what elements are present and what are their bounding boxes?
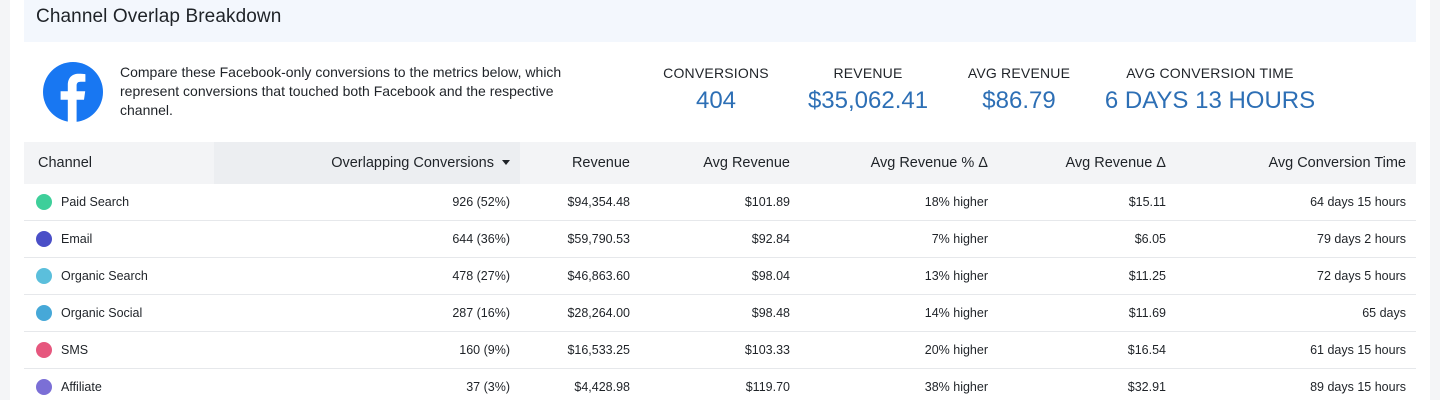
channel-color-dot: [36, 305, 52, 321]
channel-color-dot: [36, 342, 52, 358]
cell-overlapping-conversions: 478 (27%): [214, 257, 520, 295]
cell-channel: Organic Social: [24, 294, 214, 332]
table-row[interactable]: Affiliate 37 (3%) $4,428.98 $119.70 38% high…: [24, 368, 1416, 400]
kpi-avg-revenue: AVG REVENUE $86.79: [960, 65, 1078, 115]
cell-avg-conversion-time: 79 days 2 hours: [1176, 220, 1416, 258]
cell-avg-revenue: $92.84: [640, 220, 800, 258]
table-row[interactable]: Organic Social 287 (16%) $28,264.00 $98.48 1…: [24, 294, 1416, 332]
cell-avg-conversion-time: 89 days 15 hours: [1176, 368, 1416, 400]
table-row[interactable]: Paid Search 926 (52%) $94,354.48 $101.89 18%…: [24, 184, 1416, 221]
cell-revenue: $28,264.00: [520, 294, 640, 332]
table-row[interactable]: SMS 160 (9%) $16,533.25 $103.33 20% higher $1…: [24, 331, 1416, 369]
table-header-row: Channel Overlapping Conversions Revenue …: [24, 142, 1416, 184]
cell-channel: SMS: [24, 331, 214, 369]
caret-down-icon: [502, 159, 510, 165]
cell-avg-conversion-time: 64 days 15 hours: [1176, 184, 1416, 221]
column-header-overlapping-conversions[interactable]: Overlapping Conversions: [214, 142, 520, 184]
kpi-avg-conversion-time: AVG CONVERSION TIME 6 DAYS 13 HOURS: [1098, 65, 1322, 115]
kpi-value: $86.79: [982, 87, 1056, 114]
kpi-conversions: CONVERSIONS 404: [658, 65, 774, 115]
cell-avg-revenue-delta: $11.25: [998, 257, 1176, 295]
column-header-label: Overlapping Conversions: [331, 155, 494, 171]
cell-channel: Organic Search: [24, 257, 214, 295]
cell-avg-revenue: $103.33: [640, 331, 800, 369]
cell-avg-revenue: $101.89: [640, 184, 800, 221]
channel-name: Organic Search: [61, 269, 148, 283]
card-header: Channel Overlap Breakdown: [24, 0, 1416, 42]
kpi-label: CONVERSIONS: [663, 65, 769, 81]
cell-avg-revenue-pct-delta: 14% higher: [800, 294, 998, 332]
cell-revenue: $94,354.48: [520, 184, 640, 221]
channel-overlap-card: Channel Overlap Breakdown Compare these …: [10, 0, 1430, 400]
cell-overlapping-conversions: 160 (9%): [214, 331, 520, 369]
cell-avg-conversion-time: 72 days 5 hours: [1176, 257, 1416, 295]
cell-avg-revenue-pct-delta: 7% higher: [800, 220, 998, 258]
cell-revenue: $4,428.98: [520, 368, 640, 400]
cell-overlapping-conversions: 287 (16%): [214, 294, 520, 332]
cell-avg-revenue-delta: $11.69: [998, 294, 1176, 332]
cell-avg-revenue-delta: $32.91: [998, 368, 1176, 400]
cell-avg-revenue-pct-delta: 20% higher: [800, 331, 998, 369]
kpi-label: AVG REVENUE: [967, 65, 1071, 81]
channel-color-dot: [36, 379, 52, 395]
kpi-revenue: REVENUE $35,062.41: [788, 65, 948, 115]
column-header-avg-revenue-delta[interactable]: Avg Revenue Δ: [998, 142, 1176, 184]
channel-name: SMS: [61, 343, 89, 357]
card-title: Channel Overlap Breakdown: [36, 6, 282, 27]
column-header-avg-conversion-time[interactable]: Avg Conversion Time: [1176, 142, 1416, 184]
cell-avg-revenue: $98.48: [640, 294, 800, 332]
cell-avg-revenue: $98.04: [640, 257, 800, 295]
cell-revenue: $59,790.53: [520, 220, 640, 258]
cell-channel: Email: [24, 220, 214, 258]
cell-avg-revenue-delta: $6.05: [998, 220, 1176, 258]
kpi-value: 6 DAYS 13 HOURS: [1104, 87, 1316, 114]
intro-description: Compare these Facebook-only conversions …: [120, 64, 562, 118]
channel-color-dot: [36, 231, 52, 247]
channel-name: Organic Social: [61, 306, 143, 320]
column-header-revenue[interactable]: Revenue: [520, 142, 640, 184]
cell-avg-conversion-time: 65 days: [1176, 294, 1416, 332]
overlap-table: Channel Overlapping Conversions Revenue …: [24, 142, 1416, 400]
cell-overlapping-conversions: 644 (36%): [214, 220, 520, 258]
cell-overlapping-conversions: 926 (52%): [214, 184, 520, 221]
facebook-icon: [43, 62, 103, 122]
overlap-table-container: Channel Overlapping Conversions Revenue …: [24, 142, 1416, 400]
column-header-channel[interactable]: Channel: [24, 142, 214, 184]
channel-name: Affiliate: [61, 380, 102, 394]
cell-revenue: $16,533.25: [520, 331, 640, 369]
cell-revenue: $46,863.60: [520, 257, 640, 295]
cell-channel: Paid Search: [24, 184, 214, 221]
cell-overlapping-conversions: 37 (3%): [214, 368, 520, 400]
column-header-avg-revenue[interactable]: Avg Revenue: [640, 142, 800, 184]
cell-avg-conversion-time: 61 days 15 hours: [1176, 331, 1416, 369]
channel-name: Paid Search: [61, 195, 130, 209]
kpi-label: AVG CONVERSION TIME: [1126, 65, 1294, 81]
kpi-label: REVENUE: [833, 65, 903, 81]
channel-color-dot: [36, 194, 52, 210]
cell-avg-revenue-delta: $15.11: [998, 184, 1176, 221]
kpi-value: $35,062.41: [807, 87, 929, 114]
cell-avg-revenue-pct-delta: 13% higher: [800, 257, 998, 295]
channel-color-dot: [36, 268, 52, 284]
kpi-value: 404: [695, 87, 737, 114]
cell-avg-revenue-pct-delta: 38% higher: [800, 368, 998, 400]
cell-avg-revenue-delta: $16.54: [998, 331, 1176, 369]
channel-name: Email: [61, 232, 93, 246]
cell-avg-revenue: $119.70: [640, 368, 800, 400]
cell-channel: Affiliate: [24, 368, 214, 400]
cell-avg-revenue-pct-delta: 18% higher: [800, 184, 998, 221]
column-header-avg-revenue-pct-delta[interactable]: Avg Revenue % Δ: [800, 142, 998, 184]
table-row[interactable]: Organic Search 478 (27%) $46,863.60 $98.04 1…: [24, 257, 1416, 295]
table-row[interactable]: Email 644 (36%) $59,790.53 $92.84 7% higher $…: [24, 220, 1416, 258]
